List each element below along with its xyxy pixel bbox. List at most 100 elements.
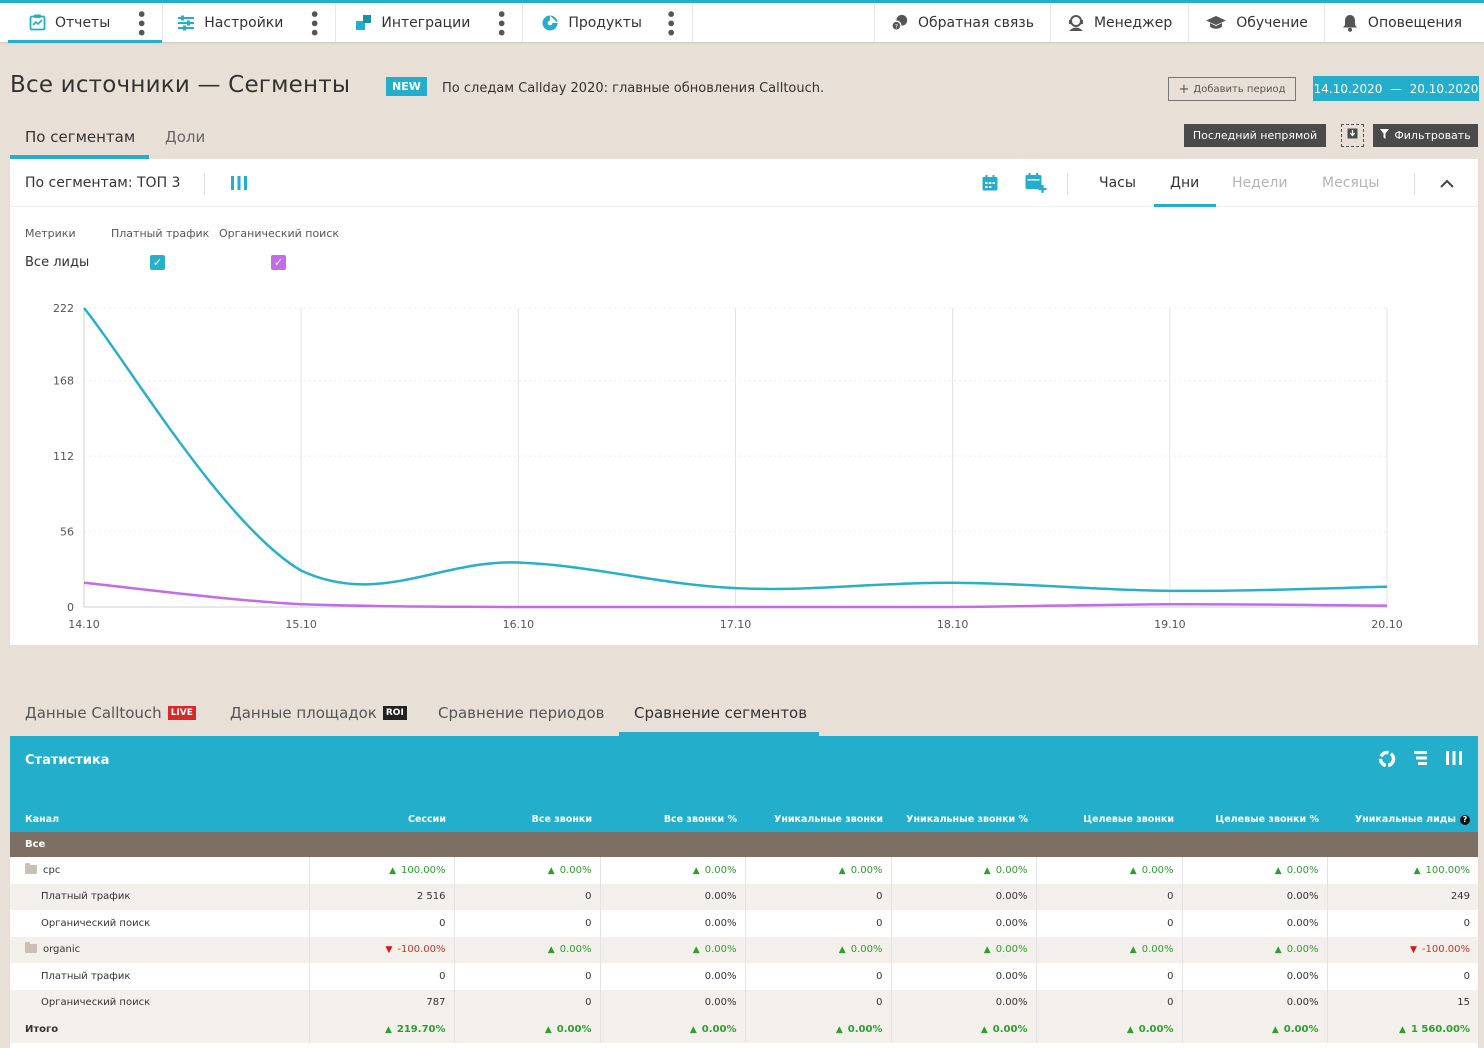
filter-button[interactable]: Фильтровать bbox=[1373, 124, 1478, 147]
tab-segments[interactable]: По сегментам bbox=[25, 128, 136, 146]
cell-value: 0.00% bbox=[548, 944, 592, 955]
cell-value: 0.00% bbox=[839, 944, 883, 955]
granularity-hours[interactable]: Часы bbox=[1099, 175, 1136, 191]
bottom-tab-active-indicator bbox=[619, 732, 819, 736]
cell-value: 0.00% bbox=[704, 917, 737, 929]
checkbox-paid-traffic[interactable]: ✓ bbox=[150, 255, 165, 270]
cell-value: 0.00% bbox=[836, 1024, 883, 1035]
granularity-days[interactable]: Дни bbox=[1170, 175, 1200, 191]
cell-value: 0.00% bbox=[1286, 917, 1319, 929]
reports-icon bbox=[28, 14, 46, 32]
list-icon[interactable] bbox=[1414, 750, 1428, 772]
table-cell: 0 bbox=[309, 963, 455, 990]
y-tick-label: 112 bbox=[53, 450, 74, 463]
statistics-actions bbox=[1378, 750, 1462, 772]
table-row[interactable]: cpc 100.00% 0.00% 0.00% 0.00% 0.00% 0.00% 0.00%… bbox=[10, 857, 1478, 884]
cell-value: 0.00% bbox=[1130, 944, 1174, 955]
nav-integrations[interactable]: Интеграции ••• bbox=[336, 3, 524, 42]
nav-reports[interactable]: Отчеты ••• bbox=[0, 3, 164, 43]
table-cell: 0 bbox=[745, 989, 892, 1016]
table-row[interactable]: organic -100.00% 0.00% 0.00% 0.00% 0.00% 0.00%… bbox=[10, 936, 1478, 963]
table-cell: 0.00% bbox=[891, 1016, 1037, 1043]
svg-text:?: ? bbox=[895, 23, 898, 30]
cell-value: 0 bbox=[585, 970, 592, 982]
tab-calltouch-data[interactable]: Данные Calltouch LIVE bbox=[25, 704, 196, 722]
collapse-chevron-up-icon[interactable] bbox=[1440, 177, 1454, 192]
column-header[interactable]: Все звонки % bbox=[663, 813, 737, 825]
calendar-icon[interactable] bbox=[982, 175, 998, 195]
nav-feedback[interactable]: ? Обратная связь bbox=[874, 3, 1050, 42]
more-icon[interactable]: ••• bbox=[304, 8, 324, 37]
cell-value: 0 bbox=[876, 891, 883, 903]
column-header[interactable]: Уникальные лиды? bbox=[1327, 806, 1478, 832]
column-header[interactable]: Уникальные звонки % bbox=[906, 813, 1028, 825]
row-label: Платный трафик bbox=[10, 883, 310, 910]
nav-settings-label: Настройки bbox=[204, 14, 284, 31]
table-cell: 100.00% bbox=[1327, 857, 1478, 884]
nav-education[interactable]: Обучение bbox=[1188, 3, 1324, 42]
pie-chart-icon[interactable] bbox=[1378, 750, 1396, 772]
news-link[interactable]: По следам Callday 2020: главные обновлен… bbox=[442, 81, 825, 96]
chart-title: По сегментам: ТОП 3 bbox=[25, 175, 181, 191]
table-cell: 787 bbox=[309, 989, 455, 1016]
columns-icon[interactable] bbox=[1446, 750, 1462, 772]
table-cell: 0.00% bbox=[454, 857, 601, 884]
tab-period-comparison[interactable]: Сравнение периодов bbox=[438, 704, 605, 722]
plus-icon: + bbox=[1178, 81, 1190, 97]
table-row[interactable]: Итого 219.70% 0.00% 0.00% 0.00% 0.00% 0.00% 0.0… bbox=[10, 1016, 1478, 1043]
nav-products[interactable]: Продукты ••• bbox=[523, 3, 693, 42]
table-cell: 0 bbox=[454, 883, 601, 910]
checkbox-organic-search[interactable]: ✓ bbox=[271, 255, 286, 270]
cell-value: -100.00% bbox=[1410, 944, 1470, 955]
columns-icon[interactable] bbox=[231, 176, 247, 194]
divider bbox=[1067, 173, 1068, 195]
table-row[interactable]: Органический поиск 787 0 0.00% 0 0.00% 0 0.00% 1… bbox=[10, 989, 1478, 1016]
cell-value: 0.00% bbox=[984, 865, 1028, 876]
row-label: cpc bbox=[10, 857, 310, 884]
cell-value: -100.00% bbox=[385, 944, 445, 955]
cell-value: 0 bbox=[1167, 891, 1174, 903]
table-row[interactable]: Органический поиск 0 0 0.00% 0 0.00% 0 0.00% 0 bbox=[10, 910, 1478, 937]
add-period-button[interactable]: + Добавить период bbox=[1168, 77, 1296, 101]
export-button[interactable] bbox=[1341, 124, 1364, 147]
column-header[interactable]: Канал bbox=[25, 813, 60, 825]
more-icon[interactable]: ••• bbox=[491, 8, 511, 37]
table-cell: 0.00% bbox=[891, 963, 1037, 990]
nav-settings[interactable]: Настройки ••• bbox=[163, 3, 337, 42]
granularity-months[interactable]: Месяцы bbox=[1322, 175, 1380, 191]
date-range-picker[interactable]: 14.10.2020 — 20.10.2020 bbox=[1313, 76, 1479, 101]
row-label: Платный трафик bbox=[10, 963, 310, 990]
nav-feedback-label: Обратная связь bbox=[918, 14, 1034, 31]
attribution-model-button[interactable]: Последний непрямой bbox=[1184, 124, 1326, 147]
table-cell: 0.00% bbox=[745, 1016, 892, 1043]
folder-icon[interactable] bbox=[25, 942, 37, 954]
tab-platform-data[interactable]: Данные площадок ROI bbox=[230, 704, 407, 722]
cell-value: 0.00% bbox=[545, 1024, 592, 1035]
table-cell: 0 bbox=[1036, 963, 1183, 990]
tab-shares[interactable]: Доли bbox=[165, 128, 206, 146]
more-icon[interactable]: ••• bbox=[660, 8, 680, 37]
more-icon[interactable]: ••• bbox=[131, 8, 151, 37]
granularity-weeks[interactable]: Недели bbox=[1232, 175, 1288, 191]
group-row: Все bbox=[10, 832, 1478, 857]
cell-value: 100.00% bbox=[1414, 865, 1470, 876]
table-row[interactable]: Платный трафик 0 0 0.00% 0 0.00% 0 0.00% 0 bbox=[10, 963, 1478, 990]
nav-notifications[interactable]: Оповещения bbox=[1323, 3, 1484, 42]
legend-organic-search: Органический поиск bbox=[219, 227, 340, 240]
nav-manager[interactable]: Менеджер bbox=[1049, 3, 1188, 42]
cell-value: 787 bbox=[426, 997, 446, 1009]
integrations-icon bbox=[354, 14, 372, 32]
column-header[interactable]: Сессии bbox=[408, 813, 446, 825]
column-header[interactable]: Все звонки bbox=[531, 813, 592, 825]
table-cell: 0.00% bbox=[745, 936, 892, 963]
calendar-add-icon[interactable] bbox=[1025, 173, 1047, 197]
metric-all-leads: Все лиды bbox=[25, 255, 90, 270]
folder-icon[interactable] bbox=[25, 862, 37, 874]
help-icon[interactable]: ? bbox=[1460, 814, 1470, 825]
column-header[interactable]: Целевые звонки % bbox=[1215, 813, 1319, 825]
tab-segment-comparison[interactable]: Сравнение сегментов bbox=[634, 704, 807, 722]
column-header[interactable]: Целевые звонки bbox=[1083, 813, 1174, 825]
table-row[interactable]: Платный трафик 2 516 0 0.00% 0 0.00% 0 0.00% 249 bbox=[10, 883, 1478, 910]
column-header[interactable]: Уникальные звонки bbox=[774, 813, 883, 825]
table-cell: 0.00% bbox=[600, 1016, 746, 1043]
